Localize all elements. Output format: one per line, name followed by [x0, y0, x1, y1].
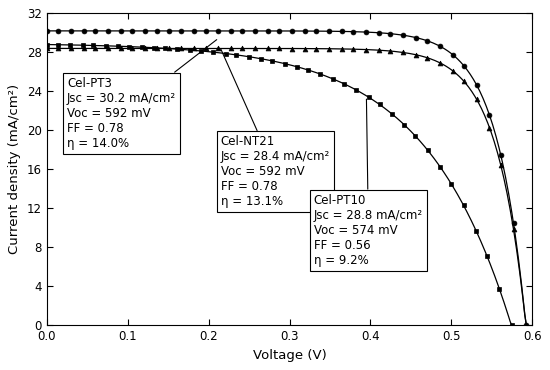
Text: Cel-PT3
Jsc = 30.2 mA/cm²
Voc = 592 mV
FF = 0.78
η = 14.0%: Cel-PT3 Jsc = 30.2 mA/cm² Voc = 592 mV F…	[67, 40, 217, 150]
X-axis label: Voltage (V): Voltage (V)	[252, 349, 327, 361]
Y-axis label: Current density (mA/cm²): Current density (mA/cm²)	[8, 84, 21, 254]
Text: Cel-PT10
Jsc = 28.8 mA/cm²
Voc = 574 mV
FF = 0.56
η = 9.2%: Cel-PT10 Jsc = 28.8 mA/cm² Voc = 574 mV …	[314, 99, 423, 267]
Text: Cel-NT21
Jsc = 28.4 mA/cm²
Voc = 592 mV
FF = 0.78
η = 13.1%: Cel-NT21 Jsc = 28.4 mA/cm² Voc = 592 mV …	[221, 49, 330, 208]
